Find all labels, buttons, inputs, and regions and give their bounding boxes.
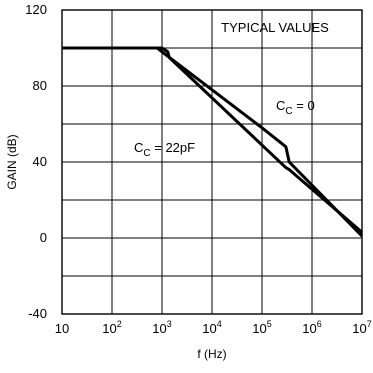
x-tick-label: 103	[152, 319, 171, 336]
x-tick-label: 102	[102, 319, 121, 336]
x-tick-label: 106	[302, 319, 321, 336]
grid	[62, 10, 362, 314]
y-tick-label: 120	[25, 2, 47, 17]
x-tick-label: 10	[55, 321, 69, 336]
x-tick-label: 104	[202, 319, 221, 336]
x-tick-label: 105	[252, 319, 271, 336]
annotation-cc-0: CC = 0	[276, 98, 315, 117]
y-tick-label: -40	[28, 306, 47, 321]
corner-label: TYPICAL VALUES	[221, 20, 329, 35]
series-line-2	[62, 46, 364, 238]
x-tick-labels: 10 102 103 104 105 106 107	[55, 319, 372, 336]
series-group	[62, 46, 364, 238]
y-tick-label: 80	[33, 78, 47, 93]
y-tick-label: 40	[33, 154, 47, 169]
annotation-cc-22pf: CC = 22pF	[134, 140, 195, 159]
series-line-1	[62, 46, 363, 234]
x-tick-label: 107	[352, 319, 371, 336]
y-tick-labels: 120 80 40 0 -40	[25, 2, 47, 321]
x-axis-title: f (Hz)	[197, 347, 226, 361]
y-tick-label: 0	[40, 230, 47, 245]
plot-frame	[61, 9, 363, 315]
y-axis-title: GAIN (dB)	[5, 134, 19, 189]
